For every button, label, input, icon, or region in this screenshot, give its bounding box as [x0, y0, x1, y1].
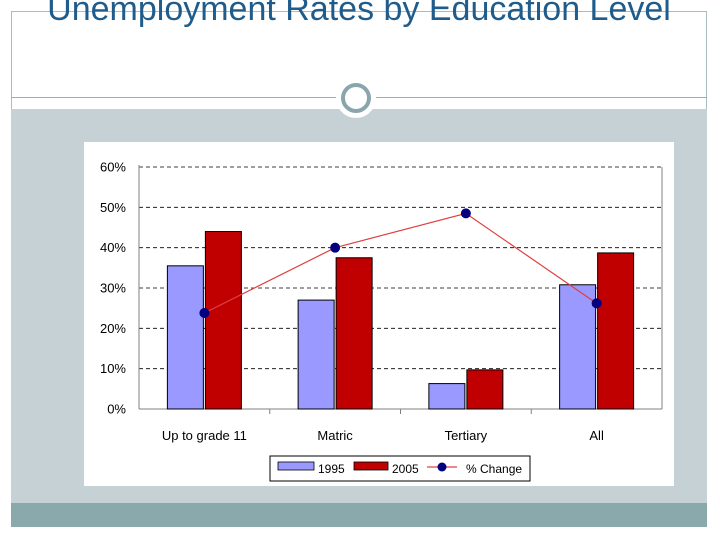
percent-change-line [204, 212, 597, 314]
percent-change-point-3 [591, 298, 602, 309]
y-tick-label: 50% [100, 200, 126, 215]
legend-label-2005: 2005 [392, 462, 419, 476]
x-tick-label: Matric [317, 428, 353, 443]
legend-label-1995: 1995 [318, 462, 345, 476]
y-tick-label: 60% [100, 160, 126, 175]
bar-2005-3 [597, 252, 635, 410]
footer-band [11, 503, 707, 527]
x-tick-label: Tertiary [445, 428, 488, 443]
slide-title: Unemployment Rates by Education Level [47, 0, 671, 28]
percent-change-point-2 [460, 208, 471, 219]
x-tick-label: Up to grade 11 [162, 428, 247, 443]
bar-1995-1 [297, 299, 335, 410]
legend-swatch-2005 [353, 461, 389, 471]
legend-swatch-1995 [277, 461, 315, 471]
y-tick-label: 0% [107, 402, 126, 417]
y-tick-label: 30% [100, 281, 126, 296]
bar-1995-3 [559, 284, 597, 410]
x-tick-label: All [589, 428, 604, 443]
chart: 60% 50% 40% 30% 20% 10% 0% Up to grade 11 Matric… [100, 160, 663, 482]
bar-2005-1 [335, 257, 373, 410]
legend-label-change: % Change [466, 462, 522, 476]
bar-2005-0 [204, 231, 242, 410]
bar-1995-0 [166, 265, 204, 410]
chart-card: 60% 50% 40% 30% 20% 10% 0% Up to grade 11 Matric… [84, 142, 674, 486]
circle-ornament-icon [336, 78, 376, 118]
title-area: Unemployment Rates by Education Level [11, 0, 707, 97]
ring-icon [341, 83, 371, 113]
percent-change-point-0 [199, 308, 210, 319]
percent-change-point-1 [330, 242, 341, 253]
bar-2005-2 [466, 369, 504, 410]
legend-marker-change [437, 462, 447, 472]
y-tick-label: 20% [100, 321, 126, 336]
y-tick-label: 10% [100, 361, 126, 376]
bar-1995-2 [428, 383, 466, 410]
y-tick-label: 40% [100, 240, 126, 255]
legend: 1995 2005 % Change [269, 455, 531, 482]
